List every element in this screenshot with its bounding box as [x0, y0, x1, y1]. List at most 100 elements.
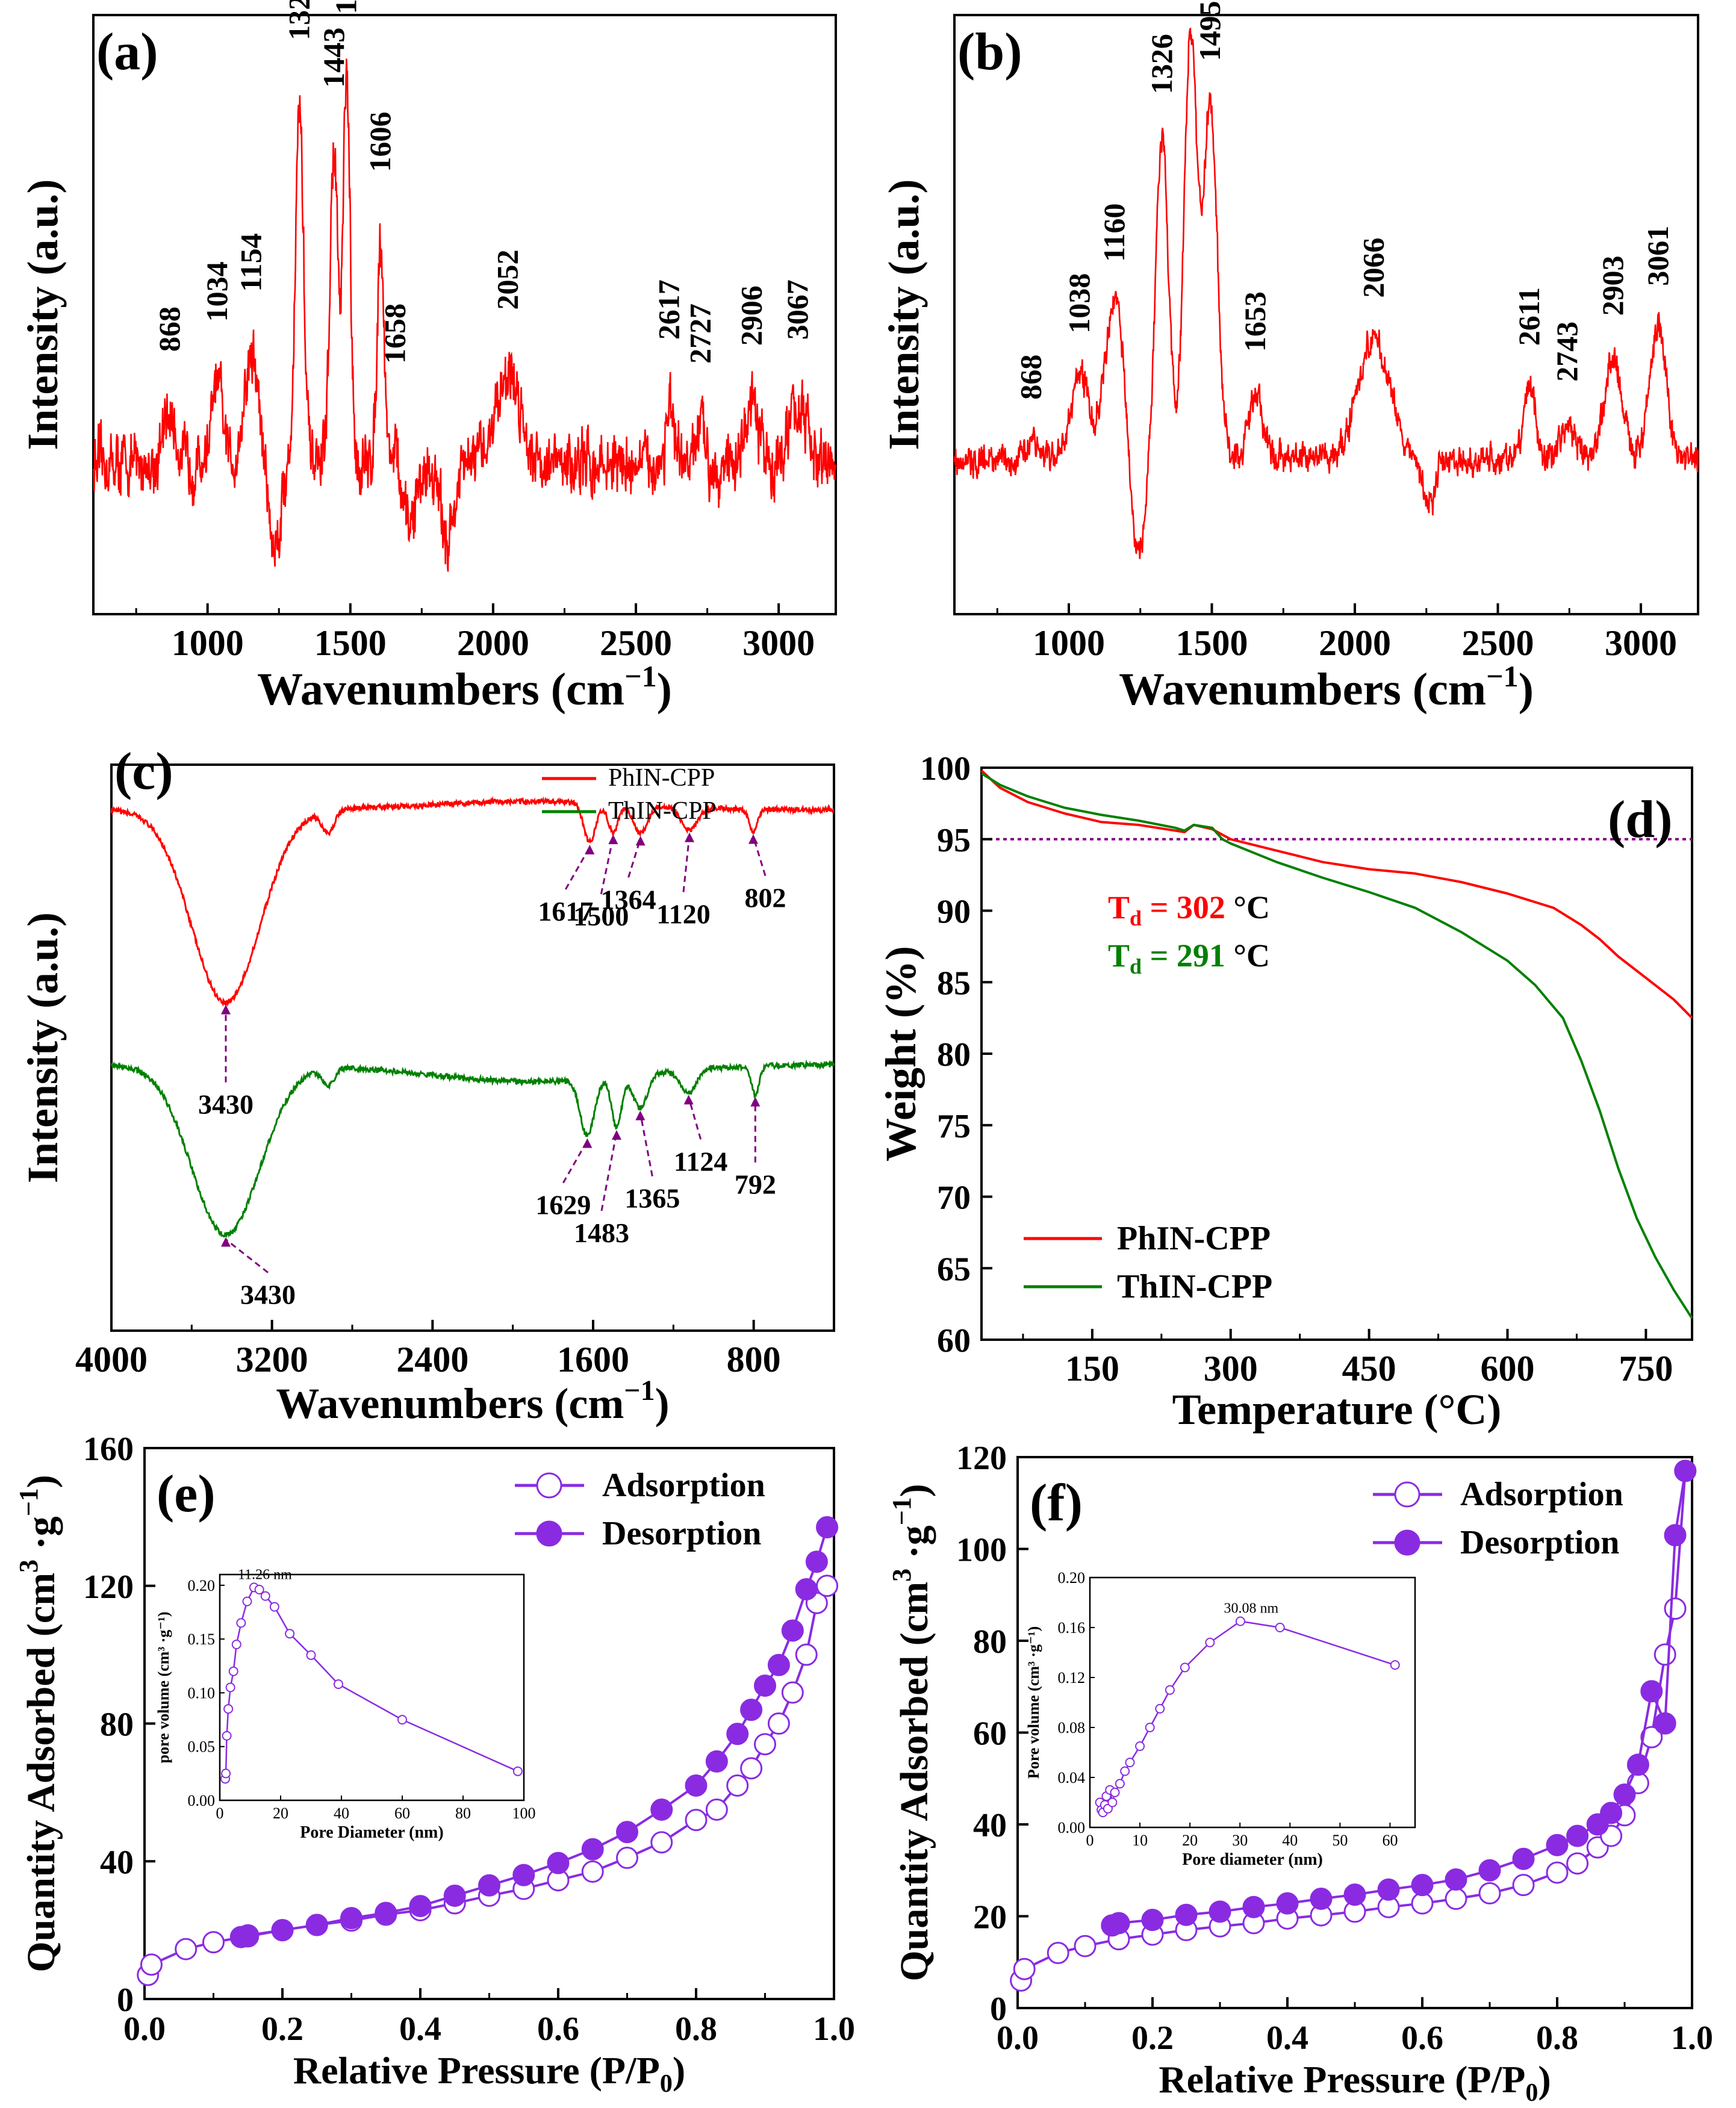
panel-a-peak-label: 2052 — [491, 250, 524, 310]
panel-e-desorption-point — [305, 1914, 328, 1936]
panel-a-peak-label: 3067 — [780, 279, 814, 340]
panel-a-peak-label: 868 — [152, 306, 186, 352]
panel-e-inset-point — [231, 1640, 241, 1650]
panel-e-desorption-point — [271, 1919, 294, 1942]
panel-d-ytick-label: 60 — [937, 1322, 971, 1360]
panel-e-desorption-point — [616, 1821, 638, 1844]
panel-e-adsorption-point — [616, 1847, 638, 1870]
panel-e-desorption-point — [375, 1901, 397, 1924]
panel-e-inset-point — [260, 1591, 270, 1601]
panel-a-label: (a) — [96, 23, 158, 81]
panel-f-desorption-point — [1626, 1753, 1649, 1776]
panel-f-inset-xtick-label: 30 — [1232, 1832, 1248, 1849]
panel-e-inset-point — [225, 1682, 235, 1693]
panel-e-adsorption-point — [175, 1938, 198, 1960]
panel-a-peak-label: 2727 — [683, 303, 717, 364]
panel-b-frame — [953, 14, 1699, 615]
panel-e-xtick-label: 0.4 — [399, 2010, 441, 2048]
panel-f-ytick-label: 60 — [973, 1715, 1007, 1753]
panel-f-adsorption-point — [1074, 1935, 1097, 1957]
panel-a-frame — [92, 14, 837, 615]
panel-e-adsorption-point — [740, 1757, 763, 1780]
panel-f-adsorption-point — [1546, 1861, 1569, 1884]
panel-f-inset-peak-label: 30.08 nm — [1224, 1601, 1279, 1617]
panel-d-ytick-label: 70 — [937, 1180, 971, 1217]
panel-e-inset-xtick-label: 60 — [394, 1805, 410, 1822]
panel-f-inset-ylabel: Pore volume (cm³ ·g⁻¹) — [1025, 1626, 1042, 1779]
panel-e-inset-point — [254, 1585, 264, 1594]
panel-c-annotation-arrowhead — [750, 1096, 761, 1107]
panel-a-peak-label: 1487 — [329, 0, 363, 14]
panel-b-xtick-label: 3000 — [1605, 623, 1677, 663]
panel-c-annotation-arrowhead — [635, 836, 646, 846]
panel-f-ytick-label: 20 — [973, 1899, 1007, 1936]
panel-d-ytick-label: 100 — [920, 750, 971, 788]
panel-f-adsorption-point — [1512, 1874, 1535, 1897]
panel-e-inset-xtick-label: 80 — [455, 1805, 471, 1822]
panel-a-xlabel: Wavenumbers (cm−1) — [257, 659, 672, 715]
panel-e-adsorption-point — [650, 1831, 673, 1854]
panel-c-annotation-arrowhead — [683, 1095, 694, 1105]
panel-f-ylabel: Quantity Adsorbed (cm3 ·g−1) — [887, 1484, 936, 1981]
panel-e-xtick-label: 0.6 — [537, 2010, 579, 2048]
panel-f-desorption-point — [1343, 1883, 1366, 1906]
panel-f-xtick-label: 0.6 — [1401, 2019, 1443, 2057]
panel-d-series-line — [980, 770, 1693, 1019]
panel-d-ytick-label: 75 — [937, 1108, 971, 1145]
panel-f-adsorption-point — [1640, 1726, 1663, 1749]
panel-d-xtick-label: 150 — [1065, 1349, 1119, 1388]
panel-e-inset-xtick-label: 0 — [216, 1805, 224, 1822]
panel-e-inset-ytick-label: 0.15 — [188, 1631, 216, 1648]
panel-f-desorption-point — [1175, 1903, 1198, 1926]
panel-e-legend-label: Desorption — [602, 1515, 761, 1552]
panel-e-inset-xtick-label: 40 — [334, 1805, 349, 1822]
panel-c-annotation-label: 1364 — [601, 884, 656, 915]
panel-f-desorption-point — [1445, 1868, 1467, 1891]
panel-a-peak-label: 1606 — [363, 112, 397, 172]
panel-e-inset-point — [228, 1666, 238, 1676]
panel-f-xtick-label: 0.4 — [1266, 2019, 1308, 2057]
panel-f-inset-point — [1180, 1662, 1190, 1673]
panel-c-legend-label: ThIN-CPP — [608, 797, 717, 825]
panel-f-inset-point — [1120, 1766, 1130, 1776]
panel-c-annotation-label: 3430 — [198, 1089, 254, 1120]
panel-f-desorption-point — [1664, 1524, 1687, 1547]
panel-e-inset-frame — [219, 1573, 525, 1802]
panel-e-adsorption-point — [781, 1681, 804, 1704]
panel-d-ylabel: Weight (%) — [877, 946, 925, 1161]
panel-e-inset-point — [222, 1730, 232, 1741]
panel-a-spectrum-line — [92, 58, 837, 572]
panel-e-inset-point — [269, 1602, 279, 1612]
panel-c-label: (c) — [114, 742, 173, 801]
panel-c-series-line — [110, 1059, 835, 1238]
panel-e-ylabel: Quantity Adsorbed (cm3 ·g−1) — [14, 1475, 63, 1972]
panel-f-inset-point — [1390, 1660, 1400, 1670]
panel-f-inset-ytick-label: 0.00 — [1058, 1819, 1086, 1836]
panel-f-xtick-label: 1.0 — [1671, 2019, 1713, 2057]
panel-d-legend-label: PhIN-CPP — [1117, 1220, 1271, 1257]
panel-e-desorption-point — [754, 1674, 776, 1697]
panel-f-inset-point — [1145, 1723, 1155, 1732]
panel-a-peak-label: 2617 — [652, 279, 686, 340]
panel-c-annotation-arrowhead — [685, 832, 694, 842]
panel-e-desorption-point — [512, 1864, 535, 1886]
panel-f-desorption-point — [1674, 1460, 1697, 1482]
panel-e-desorption-point — [443, 1884, 466, 1907]
panel-c-annotation-label: 1120 — [656, 899, 710, 930]
panel-f-adsorption-point — [1013, 1957, 1036, 1980]
panel-e-desorption-point — [547, 1851, 570, 1874]
panel-f-xlabel: Relative Pressure (P/P0) — [1159, 2058, 1551, 2107]
panel-e-inset-xtick-label: 100 — [512, 1805, 536, 1822]
panel-f-inset-point — [1125, 1758, 1135, 1768]
panel-d-ytick-label: 80 — [937, 1036, 971, 1074]
panel-e-desorption-point — [685, 1774, 708, 1797]
panel-b-peak-label: 1038 — [1062, 273, 1096, 334]
panel-b-peak-label: 1160 — [1097, 204, 1131, 262]
panel-e-desorption-point — [781, 1619, 804, 1642]
panel-f-inset-point — [1205, 1637, 1215, 1647]
panel-f-inset-point — [1235, 1616, 1245, 1626]
panel-c-annotation-arrow — [600, 1132, 618, 1211]
panel-c-xtick-label: 1600 — [557, 1340, 629, 1379]
panel-e-inset-ylabel: pore volume (cm³ ·g⁻¹) — [155, 1612, 172, 1764]
panel-e-desorption-point — [726, 1723, 749, 1746]
